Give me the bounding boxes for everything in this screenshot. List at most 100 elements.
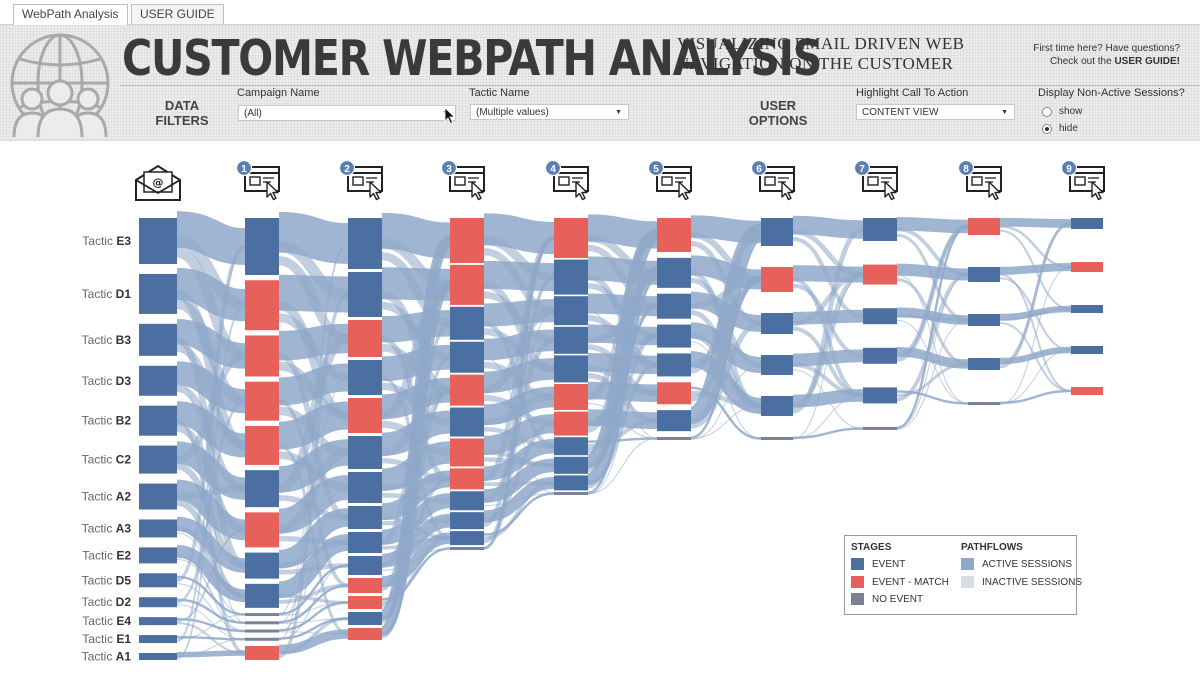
tactic-prefix: Tactic <box>82 333 116 347</box>
tactic-code: B2 <box>116 414 132 428</box>
click-cursor-icon <box>781 181 794 201</box>
header-divider <box>120 85 1200 86</box>
click-cursor-icon <box>471 181 484 201</box>
globe-people-icon <box>10 33 110 138</box>
stage-node <box>554 384 588 410</box>
pathflow-link <box>176 267 246 322</box>
web-page-block <box>1074 176 1086 186</box>
stage-node <box>968 314 1000 326</box>
stage-node <box>245 646 279 660</box>
legend-swatch-event <box>851 558 864 570</box>
pathflow-link <box>176 614 246 640</box>
stage-node <box>761 396 793 416</box>
stage-number-badge <box>338 159 356 177</box>
tactic-node <box>139 445 177 474</box>
email-at-sign: @ <box>153 176 164 189</box>
radio-show-circle[interactable] <box>1042 106 1052 117</box>
tactic-code: E2 <box>116 548 131 562</box>
tactic-node <box>139 365 177 396</box>
tactic-node <box>139 519 177 538</box>
pathflow-link <box>176 650 246 658</box>
legend-inactive-label: INACTIVE SESSIONS <box>982 576 1083 588</box>
tab-bar: WebPath Analysis USER GUIDE <box>0 0 1200 25</box>
click-cursor-icon <box>1091 181 1104 201</box>
pathflow-link <box>278 565 349 640</box>
tactic-label: Tactic A2 <box>82 490 132 504</box>
stage-node <box>450 374 484 406</box>
stage-node <box>348 556 382 575</box>
tactic-label: Tactic A3 <box>82 521 132 535</box>
radio-show[interactable]: show <box>1042 106 1082 117</box>
stage-node <box>657 410 691 432</box>
tactic-prefix: Tactic <box>82 573 116 587</box>
stage-number: 7 <box>859 164 865 175</box>
tactic-label: Tactic A1 <box>82 650 132 664</box>
pathflow-link <box>278 564 349 616</box>
tactic-code: A1 <box>116 650 132 664</box>
tactic-node <box>139 323 177 356</box>
tactic-code: E4 <box>116 614 131 628</box>
tab-user-guide[interactable]: USER GUIDE <box>131 4 224 24</box>
tactic-prefix: Tactic <box>82 595 116 609</box>
pathflow-link <box>688 223 764 424</box>
pathflow-link <box>176 245 246 643</box>
tactic-label: Tactic E2 <box>82 548 131 562</box>
user-options-line-1: USER <box>759 98 797 113</box>
click-cursor-icon <box>884 181 897 201</box>
pathflow-link <box>176 554 246 632</box>
tactic-label: Tactic D5 <box>82 573 132 587</box>
stage-node <box>554 456 588 474</box>
pathflow-link <box>278 508 349 569</box>
tactic-prefix: Tactic <box>82 414 116 428</box>
web-page-block <box>661 176 673 186</box>
stage-node <box>657 257 691 288</box>
tactic-label: Tactic E3 <box>82 234 131 248</box>
stage-node <box>245 583 279 608</box>
tab-webpath-analysis[interactable]: WebPath Analysis <box>13 4 128 25</box>
help-text: First time here? Have questions? Check o… <box>1010 42 1180 68</box>
legend-stages-title: STAGES <box>851 542 892 553</box>
pathflow-link <box>483 276 555 549</box>
tactic-prefix: Tactic <box>82 287 116 301</box>
user-options-line-2: OPTIONS <box>748 113 808 128</box>
stage-node <box>450 531 484 546</box>
stage-node <box>554 475 588 491</box>
stage-number: 6 <box>756 164 762 175</box>
pathflow-link <box>176 558 246 624</box>
radio-hide[interactable]: hide <box>1042 123 1078 134</box>
radio-hide-circle[interactable] <box>1042 123 1052 134</box>
tactic-label: Tactic B3 <box>82 333 132 347</box>
pathflow-link <box>792 227 864 414</box>
pathflow-link <box>896 225 969 429</box>
stage-number-badge <box>544 159 562 177</box>
stage-node <box>554 492 588 495</box>
stage-node <box>348 612 382 625</box>
tactic-code: D2 <box>116 595 132 609</box>
pathflow-link <box>587 305 658 494</box>
pathflow-link <box>176 485 246 500</box>
tactic-name-dropdown[interactable]: (Multiple values) ▼ <box>470 104 629 120</box>
campaign-name-dropdown[interactable]: (All) ▼ <box>238 105 456 121</box>
pathflow-link <box>896 216 969 234</box>
stage-node <box>761 218 793 246</box>
stage-number-badge <box>853 159 871 177</box>
pathflow-link <box>277 333 350 494</box>
stage-node <box>450 264 484 305</box>
user-guide-link[interactable]: USER GUIDE! <box>1114 56 1180 67</box>
tactic-label: Tactic B2 <box>82 414 132 428</box>
tactic-code: B3 <box>116 333 132 347</box>
highlight-cta-dropdown[interactable]: CONTENT VIEW ▼ <box>856 104 1015 120</box>
pathflow-link <box>690 386 762 440</box>
tactic-prefix: Tactic <box>82 453 116 467</box>
stage-node <box>245 637 279 641</box>
stage-node <box>450 512 484 530</box>
web-page-block <box>558 176 570 186</box>
pathflow-link <box>381 212 451 259</box>
stage-node <box>348 436 382 469</box>
pathflow-link <box>278 534 349 599</box>
tactic-prefix: Tactic <box>82 374 116 388</box>
pathflow-link <box>176 211 246 265</box>
stage-node <box>450 491 484 511</box>
pathflow-link <box>278 243 349 641</box>
